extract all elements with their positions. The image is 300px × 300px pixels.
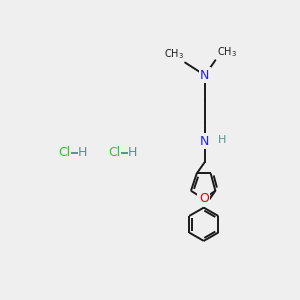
Text: CH$_3$: CH$_3$: [217, 45, 236, 59]
Text: O: O: [199, 192, 209, 206]
Text: CH$_3$: CH$_3$: [164, 48, 184, 62]
Text: H: H: [78, 146, 88, 159]
Text: Cl: Cl: [108, 146, 120, 159]
Text: H: H: [218, 135, 226, 145]
Text: N: N: [200, 135, 210, 148]
Text: H: H: [128, 146, 137, 159]
Text: N: N: [200, 69, 210, 82]
Text: Cl: Cl: [58, 146, 70, 159]
